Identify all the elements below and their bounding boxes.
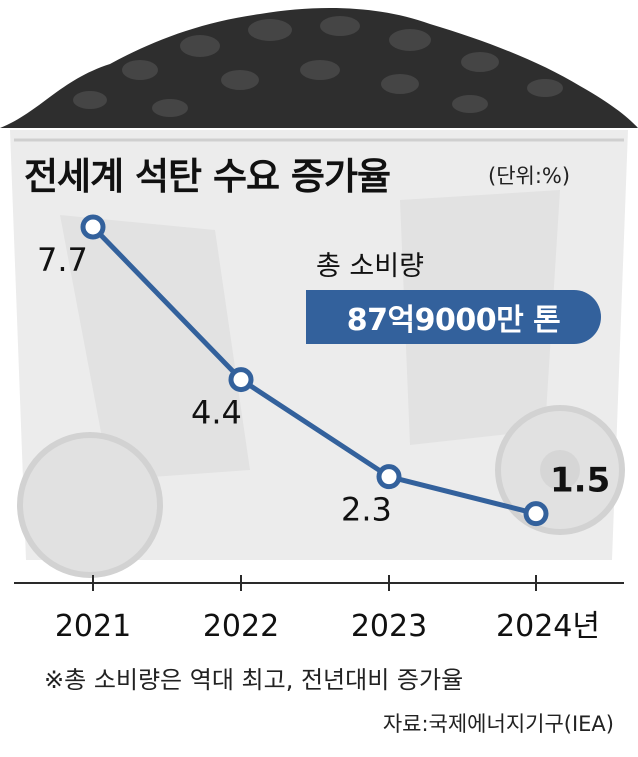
data-label-0: 7.7 [37,241,88,279]
data-point-0 [80,214,106,240]
coal-lumps [73,16,563,117]
x-tick-label-3: 2024년 [496,609,600,644]
value-labels: 7.7 4.4 2.3 1.5 [37,241,610,529]
data-point-1 [228,367,254,393]
footnote: ※총 소비량은 역대 최고, 전년대비 증가율 [44,666,464,694]
callout-value: 87억9000만 톤 [346,303,561,338]
coal-heap-illustration [0,8,638,129]
callout-label: 총 소비량 [316,251,424,282]
series-line [91,225,537,517]
x-tick-label-0: 2021 [55,609,131,644]
data-label-1: 4.4 [191,394,242,432]
unit-label: (단위:%) [488,164,571,188]
x-axis-tick-labels: 2021 2022 2023 2024년 [55,609,600,644]
x-axis-ticks [92,575,537,591]
chart-title: 전세계 석탄 수요 증가율 [24,155,391,198]
source-credit: 자료:국제에너지기구(IEA) [382,712,614,736]
x-tick-label-2: 2023 [351,609,427,644]
data-label-3: 1.5 [550,461,610,501]
data-label-2: 2.3 [341,491,392,529]
cart-wheel-left [17,432,163,578]
coal-cart-illustration [10,130,628,578]
series-points [80,214,549,527]
cart-panel-left [60,215,250,480]
data-point-3 [523,501,549,527]
cart-wheel-hub-right [540,450,580,490]
x-tick-label-1: 2022 [203,609,279,644]
callout-badge: 87억9000만 톤 [306,290,601,344]
data-point-2 [376,464,402,490]
